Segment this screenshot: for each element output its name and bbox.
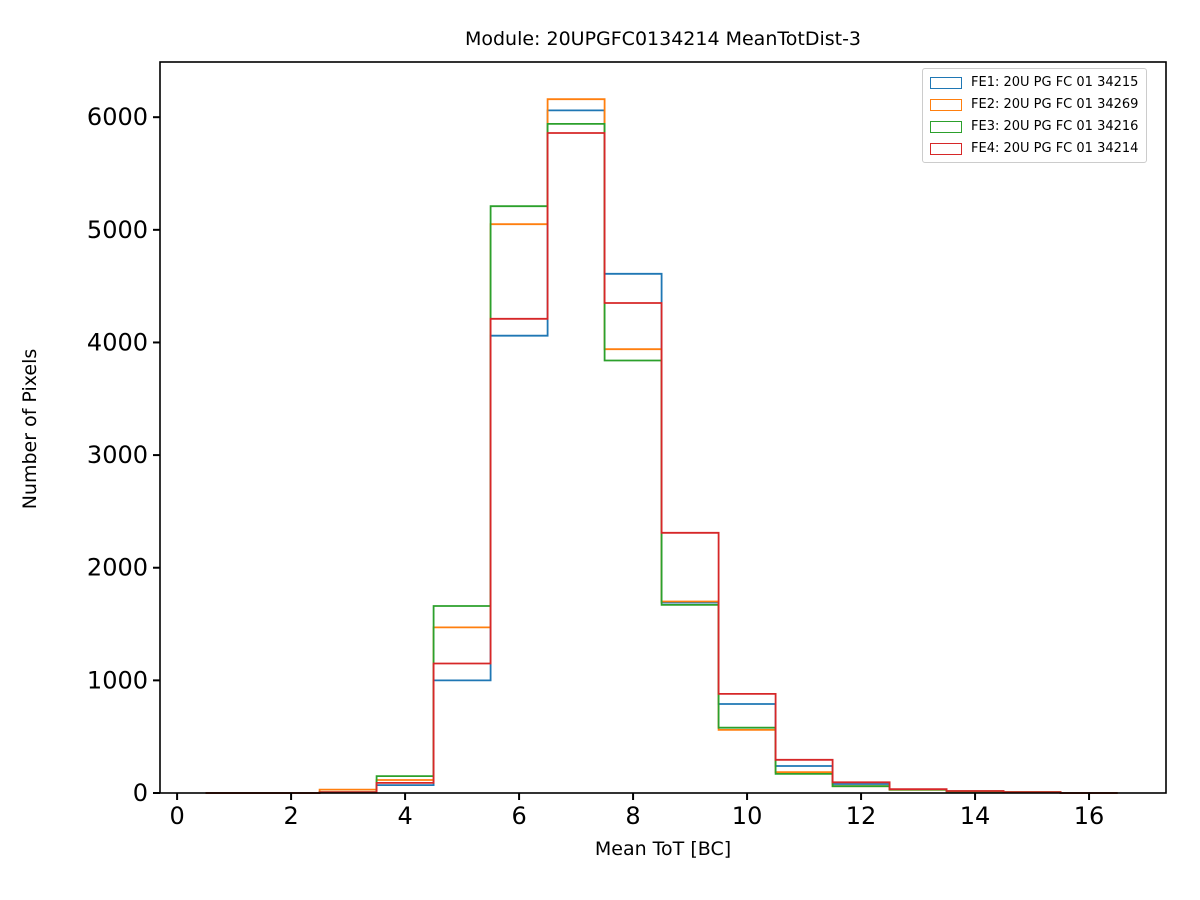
x-tick-label: 12 [846,802,877,830]
y-tick-label: 2000 [87,554,148,582]
legend-swatch-fe3-icon [930,120,962,133]
legend-label-fe4: FE4: 20U PG FC 01 34214 [971,141,1139,156]
legend-swatch-fe4-icon [930,142,962,155]
y-axis-label: Number of Pixels [19,348,41,510]
legend-item-fe3: FE3: 20U PG FC 01 34216 [930,118,1138,135]
legend-item-fe2: FE2: 20U PG FC 01 34269 [930,96,1138,113]
y-tick-label: 6000 [87,103,148,131]
y-tick-label: 0 [133,779,148,807]
chart-title: Module: 20UPGFC0134214 MeanTotDist-3 [464,28,862,50]
x-tick-label: 8 [625,802,640,830]
x-tick-label: 4 [397,802,412,830]
x-tick-label: 14 [960,802,991,830]
legend-swatch-fe2-icon [930,98,962,111]
x-tick-label: 2 [283,802,298,830]
step-series-fe4 [205,132,1118,794]
y-tick-label: 4000 [87,328,148,356]
legend-label-fe3: FE3: 20U PG FC 01 34216 [971,119,1139,134]
legend-swatch-fe1-icon [930,76,962,89]
y-tick-label: 3000 [87,441,148,469]
x-tick-label: 6 [511,802,526,830]
x-axis-label: Mean ToT [BC] [594,838,732,860]
axes-spines [159,61,1167,794]
legend-label-fe2: FE2: 20U PG FC 01 34269 [971,97,1139,112]
legend: FE1: 20U PG FC 01 34215 FE2: 20U PG FC 01… [922,68,1148,163]
x-tick-label: 10 [732,802,763,830]
y-tick-label: 5000 [87,216,148,244]
legend-item-fe1: FE1: 20U PG FC 01 34215 [930,74,1138,91]
legend-item-fe4: FE4: 20U PG FC 01 34214 [930,140,1138,157]
y-tick-label: 1000 [87,666,148,694]
x-tick-label: 16 [1074,802,1105,830]
x-tick-label: 0 [169,802,184,830]
legend-label-fe1: FE1: 20U PG FC 01 34215 [971,75,1139,90]
